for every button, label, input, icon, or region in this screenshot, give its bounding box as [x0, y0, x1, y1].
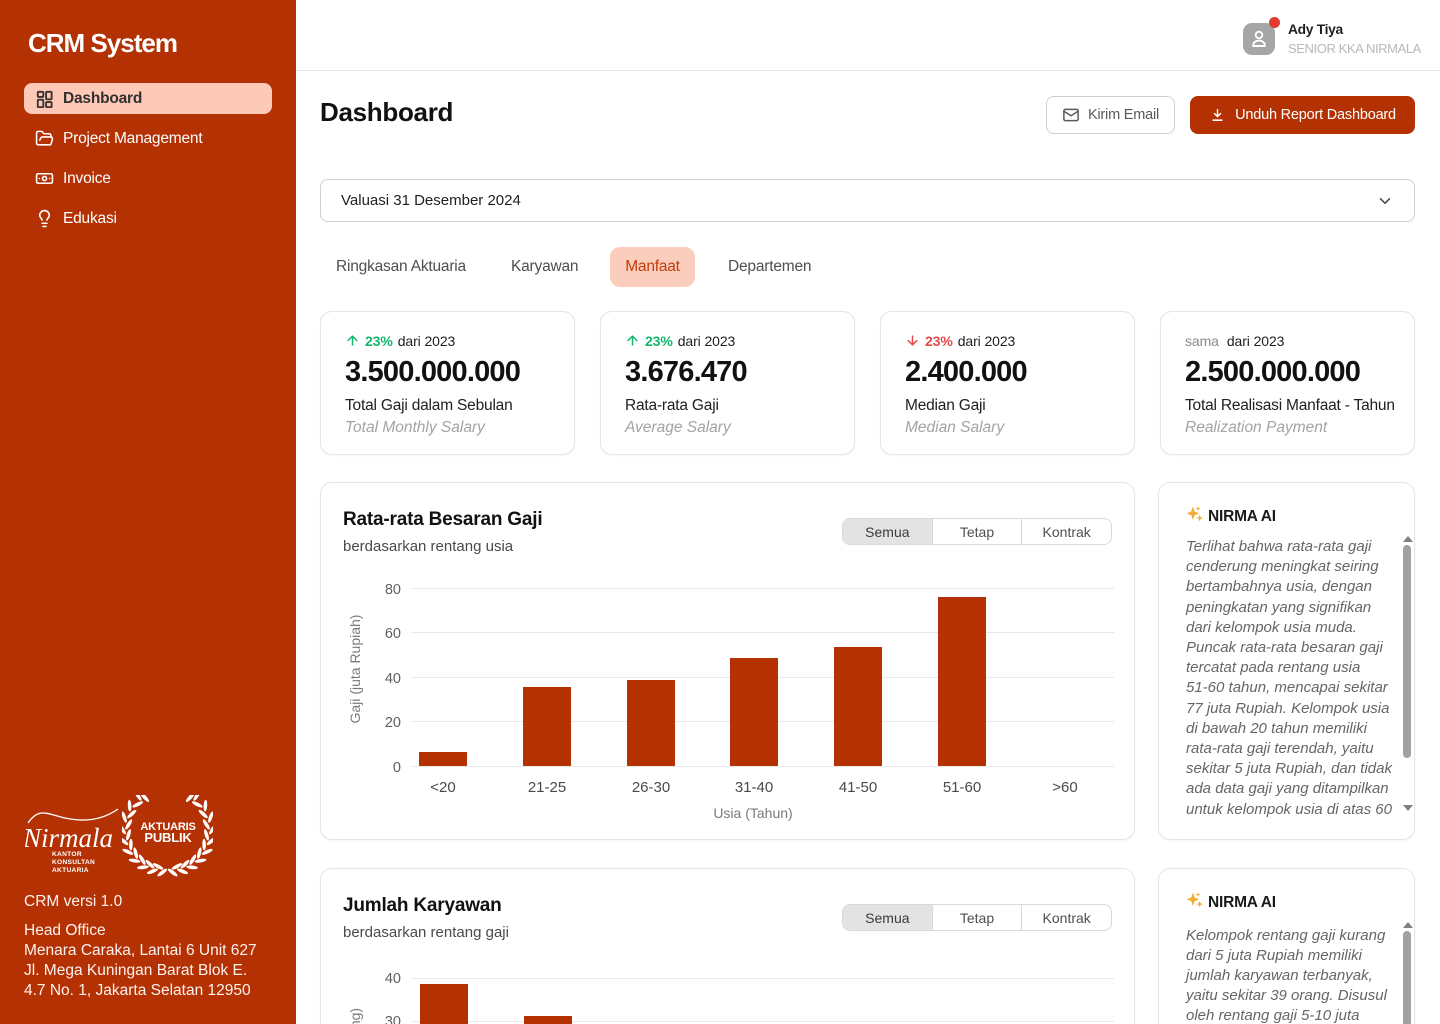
svg-text:AKTUARIS: AKTUARIS	[140, 821, 195, 833]
svg-text:PUBLIK: PUBLIK	[144, 830, 192, 845]
svg-text:Nirmala: Nirmala	[25, 823, 113, 853]
svg-text:KANTOR: KANTOR	[52, 851, 82, 858]
svg-text:AKTUARIA: AKTUARIA	[52, 867, 89, 874]
svg-text:KONSULTAN: KONSULTAN	[52, 859, 95, 866]
